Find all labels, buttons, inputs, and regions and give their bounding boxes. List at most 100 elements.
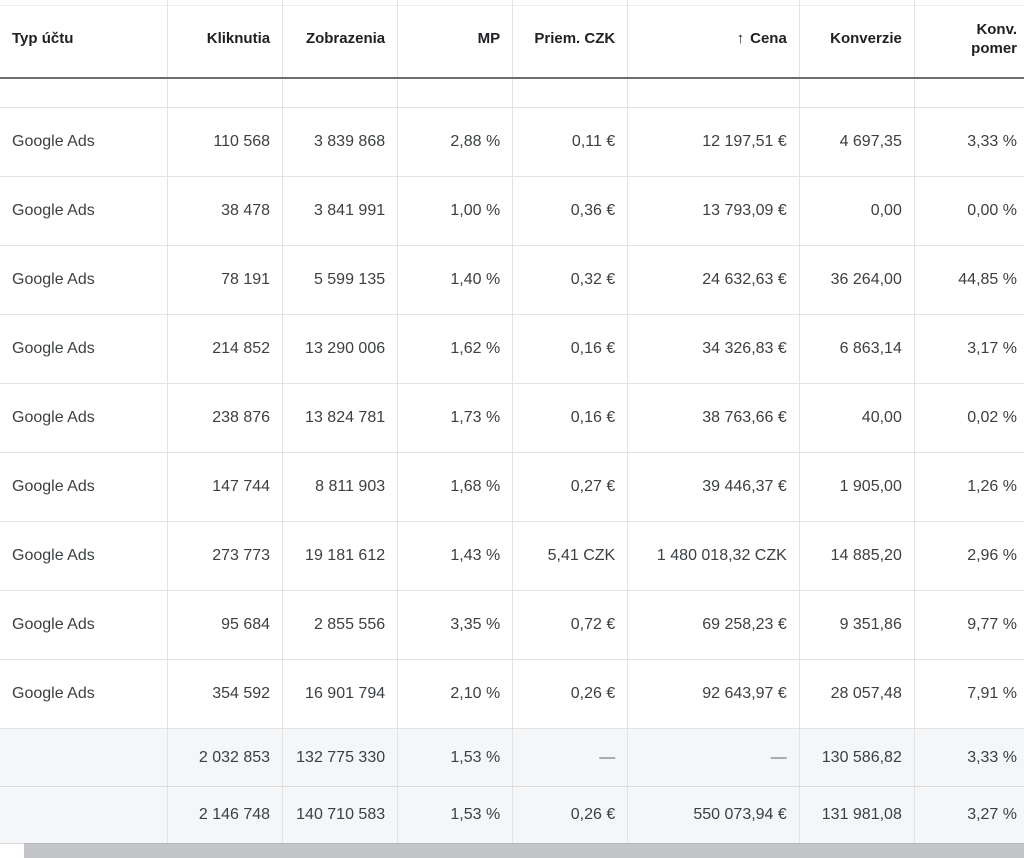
cost-cell: 34 326,83 € [627, 314, 800, 384]
conversions-cell: 4 697,35 [799, 107, 915, 177]
conv-rate-cell: 9,77 % [914, 590, 1024, 660]
column-header-conversions[interactable]: Konverzie [799, 0, 915, 79]
ctr-cell: 1,00 % [397, 176, 514, 246]
conv-rate-total-cell: 3,33 % [914, 728, 1024, 787]
cost-cell: 12 197,51 € [627, 107, 800, 177]
clicks-cell: 110 568 [167, 107, 284, 177]
column-header-conv-rate[interactable]: Konv. pomer [914, 0, 1024, 79]
ctr-cell: 1,62 % [397, 314, 514, 384]
avg-cpc-cell: 0,32 € [512, 245, 629, 315]
avg-cpc-cell: 0,16 € [512, 383, 629, 453]
cost-cell: 38 763,66 € [627, 383, 800, 453]
conv-rate-cell: 0,02 % [914, 383, 1024, 453]
impressions-cell: 19 181 612 [282, 521, 399, 591]
conversions-cell: 28 057,48 [799, 659, 915, 729]
cost-cell: 39 446,37 € [627, 452, 800, 522]
account-type-cell: Google Ads [0, 521, 169, 591]
clicks-cell: 147 744 [167, 452, 284, 522]
table-row[interactable]: Google Ads 78 191 5 599 135 1,40 % 0,32 €24 … [0, 245, 1024, 315]
impressions-total-cell: 132 775 330 [282, 728, 399, 787]
table-row[interactable]: Google Ads 38 478 3 841 991 1,00 % 0,36 €13 … [0, 176, 1024, 246]
clicks-cell: 78 191 [167, 245, 284, 315]
account-type-cell: Google Ads [0, 245, 169, 315]
avg-cpc-cell: 0,16 € [512, 314, 629, 384]
column-label: Kliknutia [206, 30, 271, 47]
table-row[interactable]: Google Ads 238 876 13 824 781 1,73 % 0,16 €3… [0, 383, 1024, 453]
ctr-cell: 1,68 % [397, 452, 514, 522]
impressions-cell: 8 811 903 [282, 452, 399, 522]
cost-total-cell: 550 073,94 € [627, 786, 800, 844]
avg-cpc-total-cell: — [512, 728, 629, 787]
table-row[interactable]: Google Ads 354 592 16 901 794 2,10 % 0,26 €9… [0, 659, 1024, 729]
account-type-cell: Google Ads [0, 659, 169, 729]
impressions-cell: 5 599 135 [282, 245, 399, 315]
conversions-cell: 1 905,00 [799, 452, 915, 522]
account-type-cell: Google Ads [0, 107, 169, 177]
conv-rate-cell: 3,33 % [914, 107, 1024, 177]
conversions-total-cell: 131 981,08 [799, 786, 915, 844]
impressions-cell: 13 824 781 [282, 383, 399, 453]
conversions-cell: 36 264,00 [799, 245, 915, 315]
impressions-cell: 3 839 868 [282, 107, 399, 177]
cost-cell: 13 793,09 € [627, 176, 800, 246]
clicks-cell: 214 852 [167, 314, 284, 384]
table-row[interactable]: Google Ads 147 744 8 811 903 1,68 % 0,27 €39… [0, 452, 1024, 522]
avg-cpc-total-cell: 0,26 € [512, 786, 629, 844]
avg-cpc-cell: 0,11 € [512, 107, 629, 177]
avg-cpc-cell: 0,36 € [512, 176, 629, 246]
clicks-cell: 354 592 [167, 659, 284, 729]
horizontal-scrollbar[interactable] [24, 843, 1024, 858]
clicks-total-cell: 2 146 748 [167, 786, 284, 844]
column-header-cost[interactable]: ↑ Cena [627, 0, 800, 79]
column-header-clicks[interactable]: Kliknutia [167, 0, 284, 79]
column-header-avg-cpc[interactable]: Priem. CZK [512, 0, 629, 79]
account-type-total-cell [0, 786, 169, 844]
impressions-cell: 3 841 991 [282, 176, 399, 246]
account-type-cell: Google Ads [0, 383, 169, 453]
cost-cell: 69 258,23 € [627, 590, 800, 660]
column-label: Priem. CZK [534, 30, 616, 47]
cost-total-cell: — [627, 728, 800, 787]
account-type-cell: Google Ads [0, 176, 169, 246]
conv-rate-cell: 0,00 % [914, 176, 1024, 246]
impressions-cell: 2 855 556 [282, 590, 399, 660]
conv-rate-cell: 1,26 % [914, 452, 1024, 522]
account-type-total-cell [0, 728, 169, 787]
conversions-cell: 9 351,86 [799, 590, 915, 660]
cost-cell: 92 643,97 € [627, 659, 800, 729]
ctr-cell: 1,40 % [397, 245, 514, 315]
impressions-total-cell: 140 710 583 [282, 786, 399, 844]
conversions-cell: 6 863,14 [799, 314, 915, 384]
clicks-cell: 95 684 [167, 590, 284, 660]
conv-rate-cell: 44,85 % [914, 245, 1024, 315]
partially-scrolled-row [0, 78, 1024, 108]
conversions-total-cell: 130 586,82 [799, 728, 915, 787]
conversions-cell: 0,00 [799, 176, 915, 246]
cost-cell: 24 632,63 € [627, 245, 800, 315]
totals-row: 2 146 748 140 710 583 1,53 % 0,26 €550 073,… [0, 786, 1024, 844]
table-row[interactable]: Google Ads 95 684 2 855 556 3,35 % 0,72 €69 … [0, 590, 1024, 660]
column-label-line1: Konv. [976, 20, 1017, 38]
column-label-line2: pomer [971, 39, 1017, 57]
column-label: Zobrazenia [305, 30, 386, 47]
ctr-total-cell: 1,53 % [397, 728, 514, 787]
column-label: MP [477, 30, 501, 47]
ctr-cell: 3,35 % [397, 590, 514, 660]
column-header-impressions[interactable]: Zobrazenia [282, 0, 399, 79]
conversions-cell: 14 885,20 [799, 521, 915, 591]
ctr-cell: 2,88 % [397, 107, 514, 177]
column-header-account-type[interactable]: Typ účtu [0, 0, 169, 79]
clicks-cell: 38 478 [167, 176, 284, 246]
impressions-cell: 16 901 794 [282, 659, 399, 729]
table-row[interactable]: Google Ads 214 852 13 290 006 1,62 % 0,16 €3… [0, 314, 1024, 384]
ctr-cell: 1,43 % [397, 521, 514, 591]
conversions-cell: 40,00 [799, 383, 915, 453]
table-row[interactable]: Google Ads 273 773 19 181 612 1,43 % 5,41 CZ… [0, 521, 1024, 591]
column-header-ctr[interactable]: MP [397, 0, 514, 79]
table-row[interactable]: Google Ads 110 568 3 839 868 2,88 % 0,11 €12… [0, 107, 1024, 177]
impressions-cell: 13 290 006 [282, 314, 399, 384]
avg-cpc-cell: 0,26 € [512, 659, 629, 729]
cost-cell: 1 480 018,32 CZK [627, 521, 800, 591]
totals-row: 2 032 853 132 775 330 1,53 % — —130 586,82 3,… [0, 728, 1024, 787]
